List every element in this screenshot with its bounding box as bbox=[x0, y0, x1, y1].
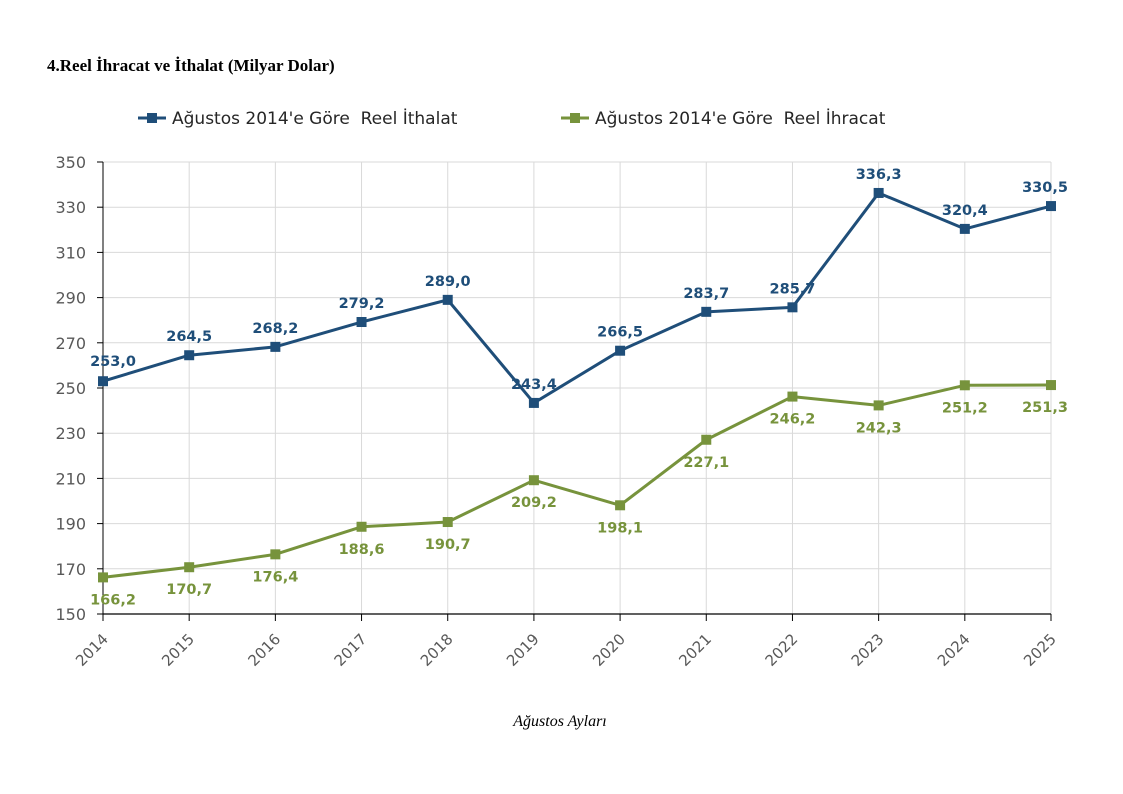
x-tick-label: 2020 bbox=[589, 630, 629, 670]
data-point-marker bbox=[959, 380, 970, 391]
legend: Ağustos 2014'e Göre Reel İthalat Ağustos … bbox=[138, 108, 886, 129]
data-label: 227,1 bbox=[683, 455, 729, 471]
data-label: 320,4 bbox=[942, 203, 988, 219]
legend-entry-label: Ağustos 2014'e Göre Reel İthalat bbox=[172, 108, 458, 129]
data-point-marker bbox=[787, 302, 798, 313]
data-label: 336,3 bbox=[856, 167, 902, 183]
data-point-marker bbox=[184, 350, 195, 361]
data-label: 279,2 bbox=[339, 296, 385, 312]
legend-marker-icon bbox=[570, 113, 580, 123]
data-label: 283,7 bbox=[683, 286, 729, 302]
series-markers bbox=[98, 187, 1056, 583]
data-point-marker bbox=[787, 391, 798, 402]
y-tick-label: 270 bbox=[55, 334, 86, 353]
data-point-marker bbox=[615, 345, 626, 356]
x-tick-label: 2014 bbox=[72, 630, 112, 670]
data-label: 242,3 bbox=[856, 420, 902, 436]
data-label: 266,5 bbox=[597, 325, 643, 341]
data-point-marker bbox=[442, 517, 453, 528]
data-label: 209,2 bbox=[511, 495, 557, 511]
y-tick-label: 290 bbox=[55, 289, 86, 308]
data-label: 170,7 bbox=[166, 582, 212, 598]
data-point-marker bbox=[442, 294, 453, 305]
data-label: 190,7 bbox=[425, 537, 471, 553]
gridlines bbox=[103, 161, 1052, 614]
data-point-marker bbox=[701, 434, 712, 445]
y-tick-label: 250 bbox=[55, 379, 86, 398]
y-tick-label: 330 bbox=[55, 198, 86, 217]
x-tick-label: 2015 bbox=[158, 630, 198, 670]
data-label: 198,1 bbox=[597, 520, 643, 536]
y-tick-label: 230 bbox=[55, 424, 86, 443]
x-tick-label: 2024 bbox=[934, 630, 974, 670]
legend-marker-icon bbox=[147, 113, 157, 123]
data-point-marker bbox=[873, 187, 884, 198]
data-point-marker bbox=[98, 572, 108, 583]
data-point-marker bbox=[873, 400, 884, 411]
data-point-marker bbox=[1046, 380, 1056, 391]
data-label: 166,2 bbox=[90, 592, 136, 608]
y-tick-label: 210 bbox=[55, 469, 86, 488]
data-point-marker bbox=[1046, 201, 1056, 212]
x-tick-label: 2022 bbox=[762, 630, 802, 670]
legend-entry-label: Ağustos 2014'e Göre Reel İhracat bbox=[595, 108, 886, 129]
x-tick-label: 2017 bbox=[331, 630, 371, 670]
data-point-marker bbox=[184, 562, 195, 573]
series-line-0 bbox=[102, 191, 1052, 405]
y-tick-label: 150 bbox=[55, 605, 86, 624]
y-axis-ticks: 150 170 190 210 230 250 270 290 310 330 350 bbox=[55, 153, 86, 624]
data-label: 264,5 bbox=[166, 329, 212, 345]
data-label: 176,4 bbox=[252, 569, 298, 585]
data-point-marker bbox=[356, 317, 367, 328]
data-label: 251,2 bbox=[942, 400, 988, 416]
data-label: 253,0 bbox=[90, 354, 136, 370]
x-tick-label: 2025 bbox=[1020, 630, 1060, 670]
x-tick-label: 2016 bbox=[244, 630, 284, 670]
series-lines bbox=[102, 191, 1052, 579]
y-tick-label: 190 bbox=[55, 515, 86, 534]
x-axis-label: Ağustos Ayları bbox=[512, 713, 607, 730]
data-label: 188,6 bbox=[339, 542, 385, 558]
chart-title: 4.Reel İhracat ve İthalat (Milyar Dolar) bbox=[47, 56, 335, 75]
data-point-marker bbox=[615, 500, 626, 511]
data-label: 243,4 bbox=[511, 377, 557, 393]
x-tick-label: 2019 bbox=[503, 630, 543, 670]
data-label: 246,2 bbox=[770, 412, 816, 428]
data-point-marker bbox=[528, 475, 539, 486]
y-tick-label: 350 bbox=[55, 153, 86, 172]
data-point-marker bbox=[356, 521, 367, 532]
x-axis-ticks: 2014 2015 2016 2017 2018 2019 2020 2021 2022 2023… bbox=[72, 630, 1060, 670]
data-label: 251,3 bbox=[1022, 400, 1068, 416]
data-point-marker bbox=[270, 341, 281, 352]
data-point-marker bbox=[528, 397, 539, 408]
y-tick-label: 170 bbox=[55, 560, 86, 579]
series-line-1 bbox=[102, 383, 1052, 579]
data-point-marker bbox=[701, 306, 712, 317]
data-point-marker bbox=[959, 223, 970, 234]
data-point-marker bbox=[270, 549, 281, 560]
data-point-marker bbox=[98, 376, 108, 387]
x-tick-label: 2023 bbox=[848, 630, 888, 670]
x-tick-label: 2021 bbox=[675, 630, 715, 670]
y-tick-label: 310 bbox=[55, 243, 86, 262]
data-label: 330,5 bbox=[1022, 180, 1068, 196]
data-label: 289,0 bbox=[425, 274, 471, 290]
axes bbox=[97, 161, 1052, 621]
data-label: 268,2 bbox=[252, 321, 298, 337]
data-label: 285,7 bbox=[770, 281, 816, 297]
x-tick-label: 2018 bbox=[417, 630, 457, 670]
data-labels: 253,0 264,5 268,2 279,2 289,0 243,4 266,5 283,7… bbox=[90, 167, 1068, 608]
